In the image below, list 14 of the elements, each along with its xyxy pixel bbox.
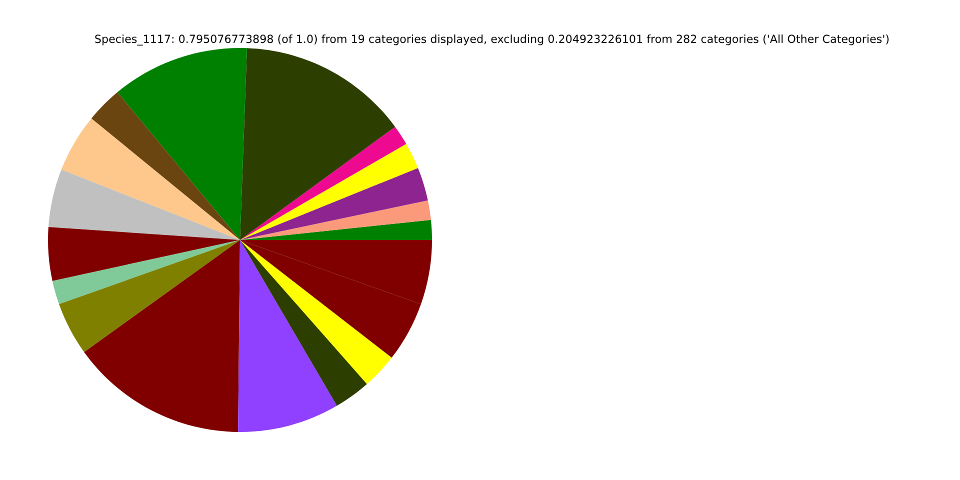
pie-slice <box>52 240 240 304</box>
pie-slice <box>91 92 240 240</box>
pie-slice <box>240 168 428 240</box>
pie-slice <box>240 220 432 240</box>
pie-slice <box>61 118 240 240</box>
text: Species_1117: 0.795076773898 (of 1.0) from 19 categories displayed, excluding 0.204923226101 from 282 categories ('All Other Categories') <box>95 34 889 46</box>
pie-slice <box>240 144 418 240</box>
pie-slice <box>240 200 431 240</box>
pie-slice <box>238 240 337 432</box>
pie-slice <box>59 240 240 352</box>
pie-slice <box>48 170 240 240</box>
pie-slice <box>240 240 392 384</box>
pie-slice <box>117 48 247 240</box>
pie-slice <box>240 126 406 240</box>
